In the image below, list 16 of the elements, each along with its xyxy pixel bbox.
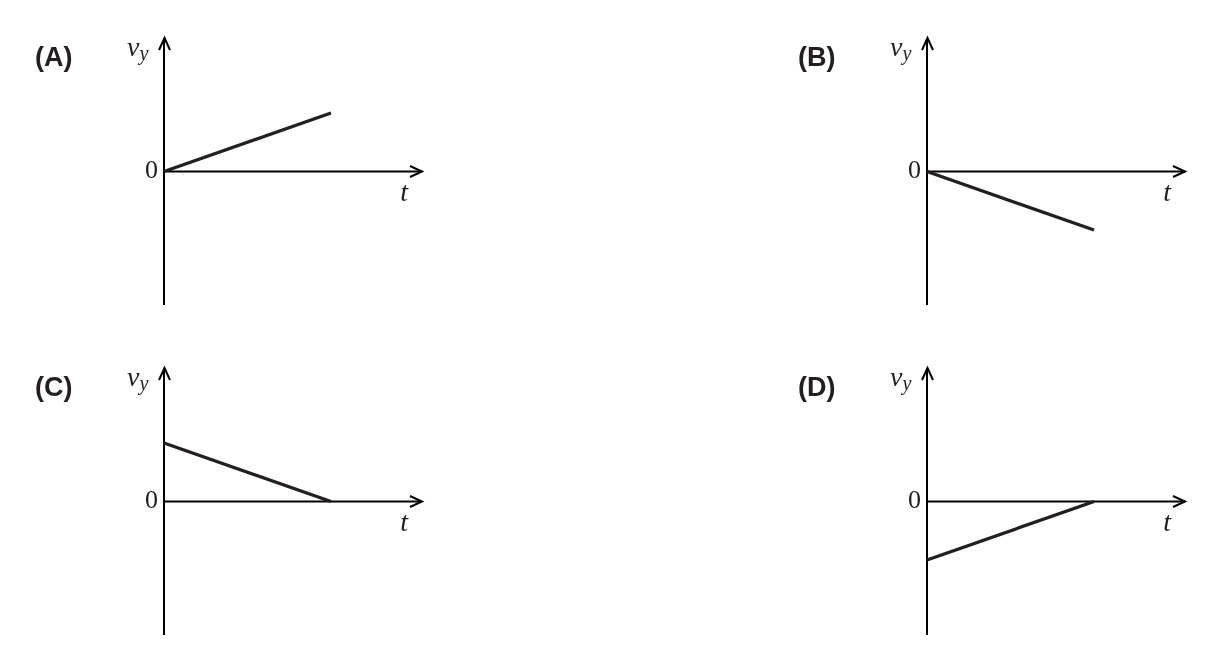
text: 0	[908, 484, 921, 514]
x-axis-title: t	[1163, 175, 1171, 207]
text: 0	[145, 484, 158, 514]
x-axis-title: t	[1163, 505, 1171, 537]
y-axis-title: v$_{y}$	[127, 30, 149, 65]
chart-title: (A)	[35, 41, 73, 72]
y-axis-title: v$_{y}$	[890, 30, 912, 65]
x-axis-title: t	[400, 175, 408, 207]
text: 0	[145, 154, 158, 184]
text: 0	[908, 154, 921, 184]
chart-title: (D)	[798, 371, 836, 402]
y-axis-title: v$_{y}$	[127, 360, 149, 395]
y-axis-title: v$_{y}$	[890, 360, 912, 395]
chart-title: (B)	[798, 41, 836, 72]
x-axis-title: t	[400, 505, 408, 537]
chart-title: (C)	[35, 371, 73, 402]
